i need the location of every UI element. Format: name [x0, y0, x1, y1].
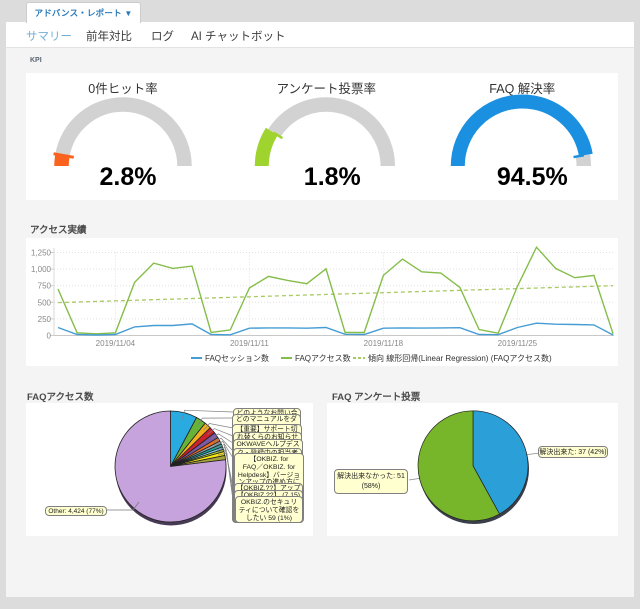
svg-text:500: 500	[38, 298, 52, 307]
svg-text:2019/11/04: 2019/11/04	[96, 339, 136, 348]
svg-text:1,000: 1,000	[31, 265, 52, 274]
svg-text:傾向 線形回帰(Linear Regression) (FA: 傾向 線形回帰(Linear Regression) (FAQアクセス数)	[368, 353, 552, 363]
svg-text:0: 0	[47, 332, 52, 341]
svg-text:FAQセッション数: FAQセッション数	[205, 353, 269, 363]
svg-text:250: 250	[38, 315, 52, 324]
svg-text:2019/11/11: 2019/11/11	[230, 339, 269, 348]
svg-text:2019/11/25: 2019/11/25	[498, 339, 538, 348]
svg-text:2019/11/18: 2019/11/18	[364, 339, 404, 348]
svg-text:FAQアクセス数: FAQアクセス数	[295, 353, 351, 363]
svg-text:750: 750	[38, 282, 52, 291]
svg-text:1,250: 1,250	[31, 249, 52, 258]
